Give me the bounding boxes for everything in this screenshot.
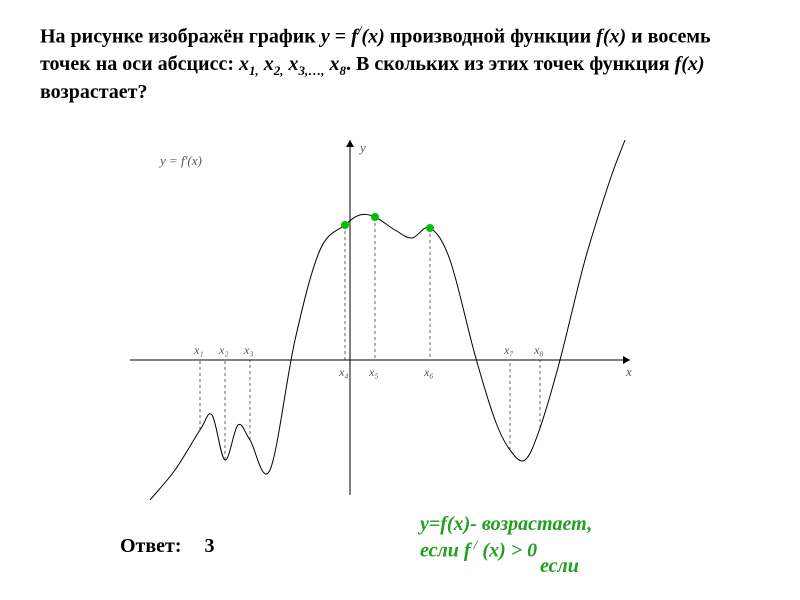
q-tail: возрастает?	[40, 81, 147, 103]
svg-text:x₂: x₂	[218, 343, 229, 357]
question-block: На рисунке изображён график y = f/(x) пр…	[0, 0, 800, 116]
q-xpar: (x)	[361, 26, 384, 48]
q-s1: 1,	[249, 63, 259, 78]
svg-text:x₃: x₃	[243, 343, 254, 357]
q-y: y	[321, 26, 330, 48]
svg-text:y: y	[358, 140, 366, 155]
q-pre: На рисунке изображён график	[40, 26, 321, 48]
svg-text:x₇: x₇	[503, 343, 514, 357]
svg-text:x: x	[625, 364, 632, 379]
svg-text:x₅: x₅	[368, 365, 379, 379]
svg-text:x₈: x₈	[533, 343, 544, 357]
q-eq: =	[330, 26, 351, 48]
hint-line2a: если f	[420, 540, 471, 562]
hint-line2b: (x) > 0	[477, 540, 537, 562]
q-mid3: . В скольких из этих точек функция	[346, 53, 675, 75]
q-x3: x	[283, 53, 298, 75]
hint-line1: y=f(x)- возрастает,	[420, 513, 592, 535]
q-s3: 3,…,	[298, 63, 324, 78]
q-fx: f(x)	[596, 26, 626, 48]
answer-block: Ответ: 3	[120, 535, 215, 558]
svg-text:y = f'(x): y = f'(x)	[158, 153, 202, 168]
plot-svg: y x y = f'(x) x₁ x₂ x₃ x₄ x₅ x₆ x₇ x₈	[120, 130, 640, 500]
hint-extra: если	[540, 555, 579, 578]
svg-text:x₄: x₄	[338, 365, 349, 379]
q-mid1: производной функции	[385, 26, 596, 48]
answer-label: Ответ:	[120, 535, 182, 557]
q-fx2: f(x)	[675, 53, 705, 75]
svg-text:x₆: x₆	[423, 365, 434, 379]
derivative-plot: y x y = f'(x) x₁ x₂ x₃ x₄ x₅ x₆ x₇ x₈	[120, 130, 640, 500]
svg-text:x₁: x₁	[193, 343, 204, 357]
q-x8: x	[324, 53, 339, 75]
q-x2: x	[259, 53, 274, 75]
answer-value: 3	[205, 535, 215, 557]
q-f: f	[351, 26, 358, 48]
q-x1: x	[239, 53, 249, 75]
